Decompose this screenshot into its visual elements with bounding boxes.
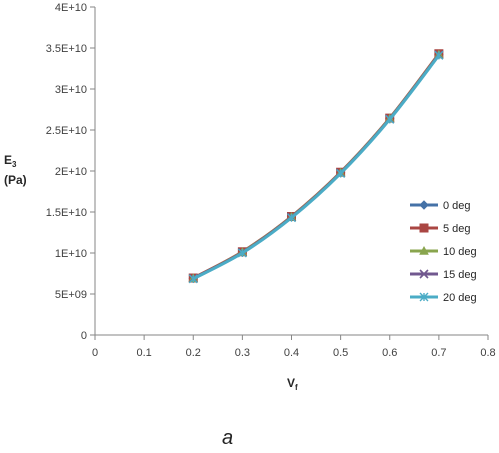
legend-item: 5 deg: [410, 223, 471, 235]
legend-item: 10 deg: [410, 245, 477, 258]
y-axis-title-subscript: 3: [12, 160, 17, 169]
y-tick-label: 3E+10: [55, 84, 87, 96]
legend-item: 0 deg: [410, 200, 471, 212]
legend-marker: [419, 223, 429, 233]
x-tick-label: 0.8: [480, 347, 495, 359]
legend-label: 0 deg: [443, 200, 471, 212]
series-group: [188, 50, 444, 283]
data-point: [434, 50, 444, 60]
data-point: [237, 248, 247, 258]
axes: 0 5E+09 1E+10 1.5E+10 2E+10 2.5E+10 3E+10 3.5E+…: [46, 2, 496, 359]
series-line: [192, 53, 441, 280]
y-tick-label: 4E+10: [55, 2, 87, 14]
x-axis-title-main: V: [287, 376, 295, 390]
y-tick-label: 1.5E+10: [46, 207, 87, 219]
y-tick-label: 5E+09: [55, 289, 87, 301]
plot-area-series: [188, 49, 444, 284]
legend-label: 10 deg: [443, 246, 477, 258]
y-axis-title-main: E: [4, 153, 12, 167]
series-group: [188, 49, 444, 283]
y-tick-label: 1E+10: [55, 248, 87, 260]
legend-label: 20 deg: [443, 292, 477, 304]
x-axis-title-subscript: f: [295, 383, 298, 392]
legend-marker: [419, 245, 429, 255]
data-point: [336, 168, 346, 178]
y-tick-label: 2.5E+10: [46, 125, 87, 137]
series-line: [192, 54, 441, 280]
series-line: [192, 54, 441, 281]
legend-marker: [419, 200, 429, 210]
y-tick-label: 2E+10: [55, 166, 87, 178]
x-tick-label: 0: [92, 347, 98, 359]
x-axis-title: Vf: [287, 376, 298, 392]
series-line: [192, 53, 441, 280]
y-tick-label: 3.5E+10: [46, 43, 87, 55]
x-tick-label: 0.3: [235, 347, 250, 359]
legend: 0 deg 5 deg 10 deg 15 deg 20 deg: [410, 200, 477, 304]
data-point: [188, 274, 198, 284]
x-tick-label: 0.1: [136, 347, 151, 359]
y-axis-unit: (Pa): [4, 173, 27, 187]
legend-label: 5 deg: [443, 223, 471, 235]
x-tick-label: 0.4: [284, 347, 299, 359]
legend-marker: [419, 269, 429, 279]
x-tick-label: 0.2: [186, 347, 201, 359]
y-tick-label: 0: [81, 330, 87, 342]
series-group: [188, 49, 444, 284]
x-tick-label: 0.6: [382, 347, 397, 359]
figure-caption: a: [222, 427, 233, 448]
series-group: [188, 49, 444, 283]
series-line: [192, 52, 441, 280]
series-group: [188, 50, 444, 284]
legend-item: 20 deg: [410, 292, 477, 304]
data-point: [385, 114, 395, 124]
legend-marker: [419, 292, 429, 302]
legend-item: 15 deg: [410, 269, 477, 281]
x-tick-label: 0.5: [333, 347, 348, 359]
x-tick-label: 0.7: [431, 347, 446, 359]
legend-label: 15 deg: [443, 269, 477, 281]
data-point: [287, 213, 296, 223]
y-axis-title: E3: [4, 153, 17, 169]
